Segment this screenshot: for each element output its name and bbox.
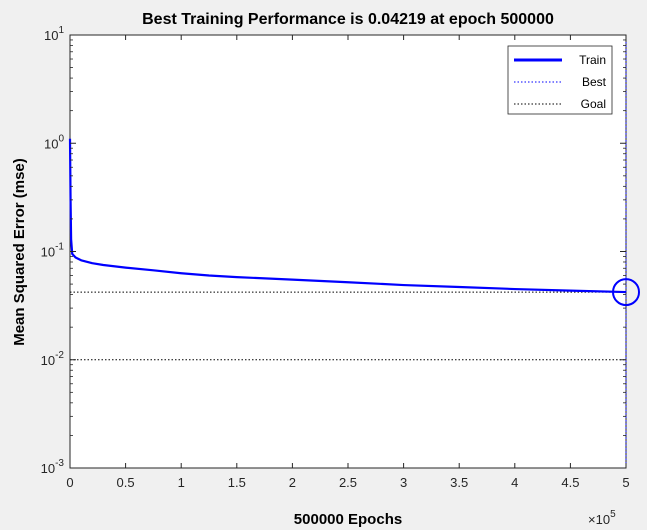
y-tick-label: 100 — [44, 133, 64, 151]
x-tick-label: 1 — [178, 475, 185, 490]
x-axis-multiplier: ×105 — [588, 509, 616, 527]
legend-box — [507, 45, 613, 115]
legend-best-label: Best — [582, 75, 607, 89]
x-tick-label: 2 — [289, 475, 296, 490]
best-point-marker — [612, 278, 640, 307]
x-tick-label: 5 — [622, 475, 629, 490]
x-tick-label: 4.5 — [561, 475, 579, 490]
series-train-line — [68, 138, 627, 294]
chart-title: Best Training Performance is 0.04219 at … — [142, 11, 554, 28]
y-tick-label: 10-1 — [41, 242, 65, 260]
x-tick-label: 1.5 — [228, 475, 246, 490]
y-tick-label: 10-3 — [41, 458, 65, 476]
x-tick-label: 2.5 — [339, 475, 357, 490]
legend-train-label: Train — [579, 53, 606, 67]
x-tick-label: 0 — [66, 475, 73, 490]
y-tick-label: 101 — [44, 25, 64, 43]
x-tick-label: 3.5 — [450, 475, 468, 490]
x-tick-label: 0.5 — [117, 475, 135, 490]
y-axis-label: Mean Squared Error (mse) — [11, 158, 28, 346]
legend: Train Best Goal — [507, 45, 613, 115]
x-tick-label: 3 — [400, 475, 407, 490]
x-axis-label: 500000 Epochs — [294, 511, 402, 528]
x-tick-label: 4 — [511, 475, 518, 490]
y-tick-label: 10-2 — [41, 350, 65, 368]
legend-goal-label: Goal — [581, 97, 606, 111]
